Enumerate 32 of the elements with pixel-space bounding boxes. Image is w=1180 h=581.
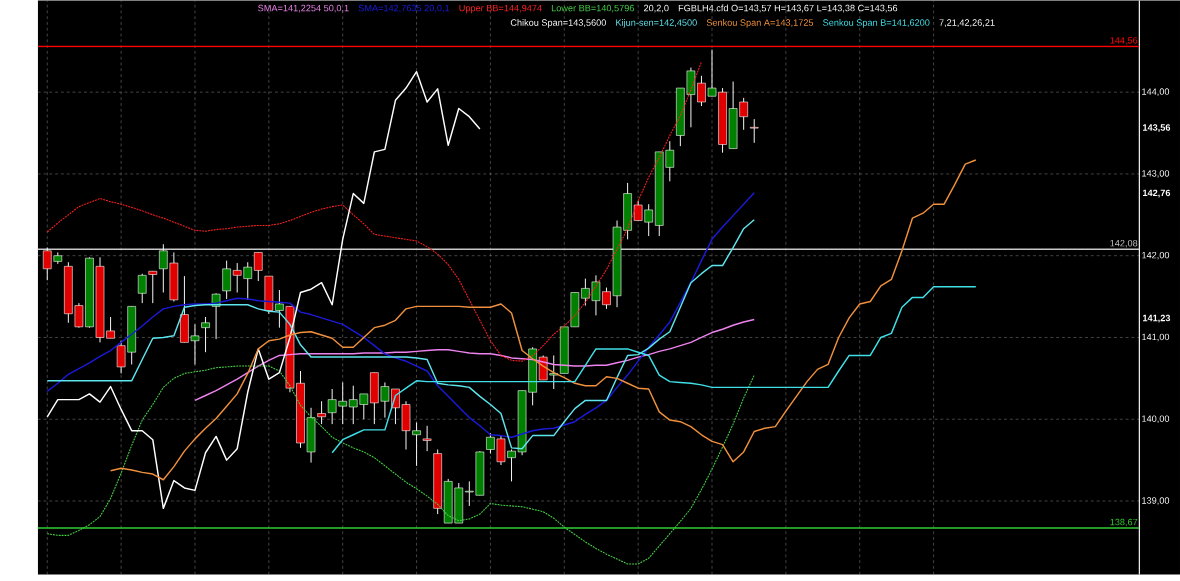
annotation: 7,21,42,26,21 — [939, 19, 995, 27]
text: Kijun-sen=142,4500 — [616, 19, 697, 28]
ref-line-label: 142,08 — [1110, 240, 1138, 248]
text: Lower BB=140,5796 — [551, 4, 634, 13]
y-tick-label: 144,00 — [1142, 88, 1170, 96]
ref-line-label: 144,56 — [1110, 37, 1138, 45]
text: Senkou Span A=143,1725 — [706, 19, 814, 28]
y-tick-label: 140,00 — [1142, 415, 1170, 424]
candlestick — [148, 270, 158, 304]
y-tick-label: 139,00 — [1142, 497, 1170, 505]
candlestick — [222, 260, 231, 300]
text: Upper BB=144,9474 — [459, 4, 542, 14]
ref-line-label: 138,67 — [1110, 518, 1138, 527]
annotation: 20,2,0 — [643, 4, 669, 13]
candlestick — [137, 273, 147, 304]
y-tick-label: 143,00 — [1142, 170, 1170, 178]
candlestick — [201, 316, 210, 353]
candlestick — [749, 118, 759, 144]
candlestick — [253, 252, 263, 282]
y-tick-label: 142,00 — [1142, 251, 1170, 260]
candlestick — [422, 425, 432, 452]
text: SMA=142,7635 20,0,1 — [358, 4, 450, 13]
y-tick-label: 141,00 — [1142, 333, 1170, 342]
text: SMA=141,2254 50,0,1 — [258, 4, 349, 13]
text: Chikou Span=143,5600 — [510, 19, 606, 28]
y-tick-label: 142,76 — [1143, 189, 1171, 198]
line-series — [46, 61, 702, 362]
candlestick — [317, 400, 326, 425]
text: Senkou Span B=141,6200 — [823, 19, 930, 28]
y-tick-label: 141,23 — [1143, 314, 1171, 323]
annotation: FGBLH4.cfd O=143,57 H=143,67 L=143,38 C=143,56 — [678, 4, 898, 13]
y-tick-label: 143,56 — [1143, 124, 1171, 133]
